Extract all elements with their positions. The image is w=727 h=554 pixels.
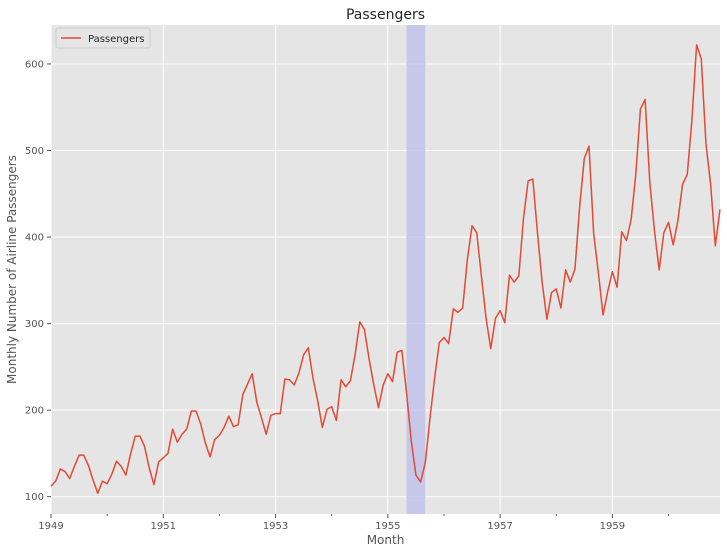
chart-title: Passengers: [346, 7, 425, 23]
legend-box: [55, 27, 151, 49]
x-tick-label: 1949: [38, 521, 63, 532]
y-tick-label: 200: [25, 406, 44, 417]
y-tick-label: 500: [25, 146, 44, 157]
highlight-span: [406, 25, 426, 514]
series-line-passengers: [50, 44, 721, 494]
y-axis-label: Monthly Number of Airline Passengers: [5, 155, 19, 384]
x-tick-label: 1953: [263, 521, 288, 532]
grid: [50, 25, 720, 514]
y-tick-label: 600: [25, 59, 44, 70]
x-tick-label: 1957: [487, 521, 512, 532]
legend: Passengers: [55, 27, 151, 49]
x-tick-label: 1955: [375, 521, 400, 532]
series-layer: [50, 44, 721, 494]
x-axis-label: Month: [367, 533, 405, 547]
y-tick-label: 100: [25, 492, 44, 503]
legend-label: Passengers: [88, 34, 144, 45]
y-tick-label: 300: [25, 319, 44, 330]
x-tick-label: 1951: [151, 521, 176, 532]
y-tick-label: 400: [25, 233, 44, 244]
plot-background: [51, 25, 720, 514]
x-tick-label: 1959: [600, 521, 625, 532]
axis-ticks: 100 200 300 400 500 600 1949 1951 1953 1955 1957 19…: [25, 59, 670, 532]
